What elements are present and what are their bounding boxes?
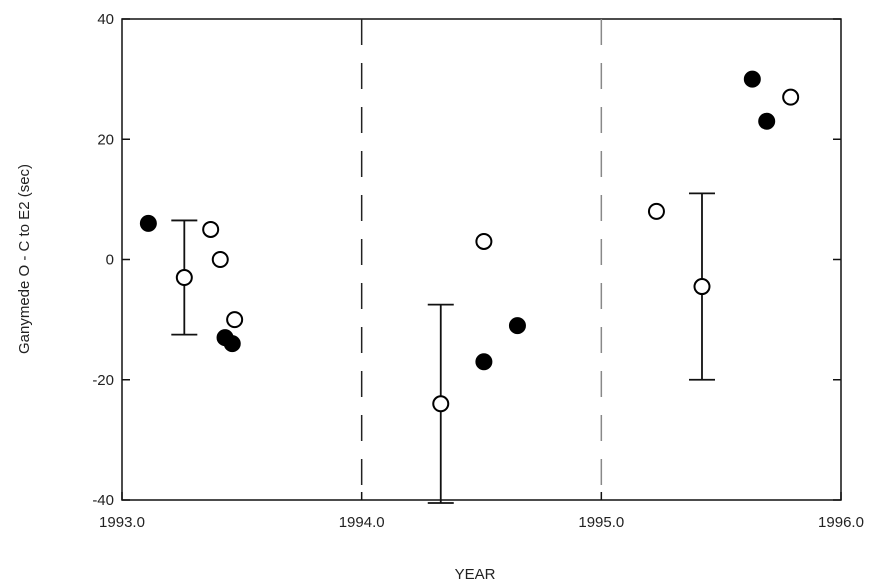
filled-data-point (475, 353, 493, 371)
x-tick-label: 1994.0 (339, 514, 385, 531)
y-tick-label: 20 (97, 131, 114, 148)
open-data-point (226, 311, 244, 329)
tick-labels: 40 20 0 -20 -40 1993.0 1994.0 1995.0 1996.0 (92, 11, 864, 531)
open-data-point (782, 88, 800, 106)
plot-frame (121, 18, 842, 501)
open-data-point (647, 202, 665, 220)
y-tick-label: -40 (92, 492, 114, 509)
filled-data-point (223, 335, 241, 353)
y-tick-label: 40 (97, 11, 114, 28)
filled-data-point (139, 214, 157, 232)
x-tick-label: 1995.0 (578, 514, 624, 531)
open-data-point (475, 232, 493, 250)
open-data-point (432, 395, 450, 413)
filled-data-point (743, 70, 761, 88)
x-tick-label: 1996.0 (818, 514, 864, 531)
filled-data-point (508, 317, 526, 335)
x-tick-label: 1993.0 (99, 514, 145, 531)
axes (121, 18, 842, 501)
tick-marks (121, 18, 842, 501)
y-axis-title: Ganymede O - C to E2 (sec) (16, 164, 33, 354)
y-tick-label: -20 (92, 372, 114, 389)
reference-lines (360, 19, 603, 500)
data-points (139, 70, 800, 413)
open-data-point (202, 220, 220, 238)
y-tick-label: 0 (106, 252, 114, 269)
filled-data-point (758, 112, 776, 130)
error-bars (171, 192, 715, 504)
x-axis-title: YEAR (455, 566, 496, 583)
open-data-point (175, 269, 193, 287)
open-data-point (693, 278, 711, 296)
open-data-point (211, 251, 229, 268)
